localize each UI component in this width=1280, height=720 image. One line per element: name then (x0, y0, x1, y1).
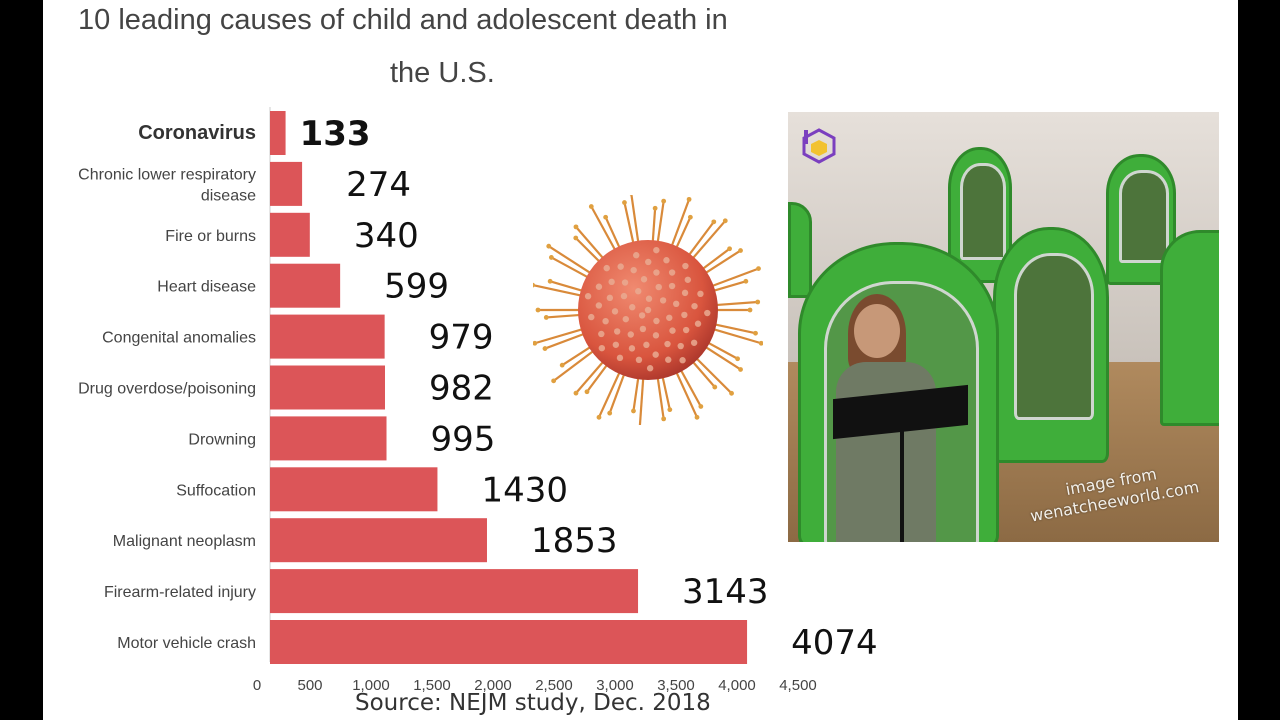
category-label: Coronavirus (138, 122, 256, 144)
bar (270, 365, 385, 410)
value-label: 4074 (791, 623, 878, 663)
music-stand-pole (900, 430, 904, 542)
value-label: 599 (384, 267, 449, 307)
bar (270, 263, 341, 308)
x-tick-label: 3,500 (657, 677, 695, 694)
value-label: 133 (300, 114, 371, 154)
bar (270, 314, 385, 359)
bar (270, 111, 286, 155)
bar (270, 212, 310, 257)
value-label: 1430 (481, 470, 568, 510)
bar-chart: Coronavirus 133 Chronic lower respiratory d… (78, 107, 878, 694)
value-label: 995 (431, 419, 496, 459)
value-label: 982 (429, 369, 494, 409)
x-tick-label: 4,000 (718, 677, 756, 694)
person-head (854, 304, 900, 358)
bar (270, 467, 438, 512)
x-tick-label: 2,500 (535, 677, 573, 694)
value-label: 3143 (682, 572, 769, 612)
tent-middle (993, 227, 1109, 463)
category-label: Firearm-related injury (104, 584, 256, 601)
category-label: Drowning (188, 431, 256, 448)
category-label: Congenital anomalies (102, 330, 256, 347)
category-label: Drug overdose/poisoning (78, 381, 256, 398)
x-tick-label: 1,500 (413, 677, 451, 694)
category-label: Chronic lower respiratory (78, 166, 256, 183)
chart-title-line-2: the U.S. (390, 57, 495, 89)
bar (270, 416, 387, 461)
source-note: Source: NEJM study, Dec. 2018 (355, 690, 711, 716)
bar (270, 569, 639, 614)
category-label: disease (201, 187, 256, 204)
x-tick-label: 500 (297, 677, 322, 694)
category-label: Fire or burns (165, 228, 256, 245)
x-tick-label: 3,000 (596, 677, 634, 694)
tent-photo: image from wenatcheeworld.com (788, 112, 1219, 542)
chart-title-line-1: 10 leading causes of child and adolescen… (78, 4, 728, 36)
value-label: 1853 (531, 521, 618, 561)
category-label: Motor vehicle crash (117, 635, 256, 652)
x-tick-label: 4,500 (779, 677, 817, 694)
category-label: Malignant neoplasm (113, 533, 256, 550)
x-tick-label: 0 (253, 677, 261, 694)
tent-back-right (1106, 154, 1176, 285)
category-label: Suffocation (176, 482, 256, 499)
chart-canvas: 10 leading causes of child and adolescen… (43, 0, 1238, 720)
bar (270, 620, 748, 664)
category-label: Heart disease (157, 279, 256, 296)
channel-logo-icon (802, 128, 836, 164)
x-tick-label: 2,000 (474, 677, 512, 694)
bar (270, 518, 487, 563)
tent-edge-right (1160, 230, 1219, 426)
x-tick-label: 1,000 (352, 677, 390, 694)
bar (270, 161, 303, 206)
tent-edge-left (788, 202, 812, 298)
value-label: 340 (354, 216, 419, 256)
virus-illustration (533, 195, 763, 425)
value-label: 979 (429, 318, 494, 358)
value-label: 274 (346, 165, 411, 205)
